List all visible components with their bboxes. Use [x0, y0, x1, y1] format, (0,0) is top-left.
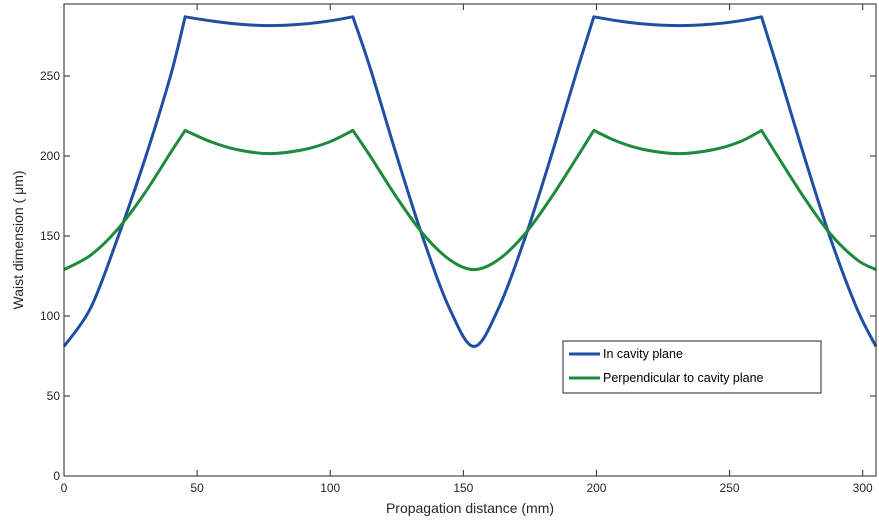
x-tick-label: 300 — [853, 481, 873, 495]
x-tick-label: 100 — [320, 481, 340, 495]
series-line-0 — [62, 15, 878, 348]
y-tick-label: 50 — [47, 389, 61, 403]
x-tick-label: 0 — [61, 481, 68, 495]
series-layer — [62, 15, 878, 348]
y-tick-label: 100 — [40, 309, 60, 323]
y-axis-label: Waist dimension ( μm) — [10, 170, 26, 309]
x-tick-label: 50 — [190, 481, 204, 495]
y-tick-label: 0 — [53, 469, 60, 483]
x-tick-label: 150 — [453, 481, 473, 495]
y-tick-label: 200 — [40, 149, 60, 163]
plot-frame — [63, 3, 877, 477]
tick-layer: 0 50 100 150 200 250 300 0 50 100 150 200 250 — [40, 4, 876, 495]
legend-label-perpendicular: Perpendicular to cavity plane — [603, 371, 764, 385]
legend-label-in-cavity-plane: In cavity plane — [603, 347, 683, 361]
plot-area — [64, 4, 876, 476]
x-axis-label: Propagation distance (mm) — [386, 500, 554, 516]
series-line-1 — [63, 128, 877, 272]
x-tick-label: 200 — [586, 481, 606, 495]
y-tick-label: 250 — [40, 69, 60, 83]
x-tick-label: 250 — [720, 481, 740, 495]
legend-box — [562, 340, 822, 394]
y-tick-label: 150 — [40, 229, 60, 243]
legend: In cavity plane Perpendicular to cavity … — [562, 340, 822, 394]
